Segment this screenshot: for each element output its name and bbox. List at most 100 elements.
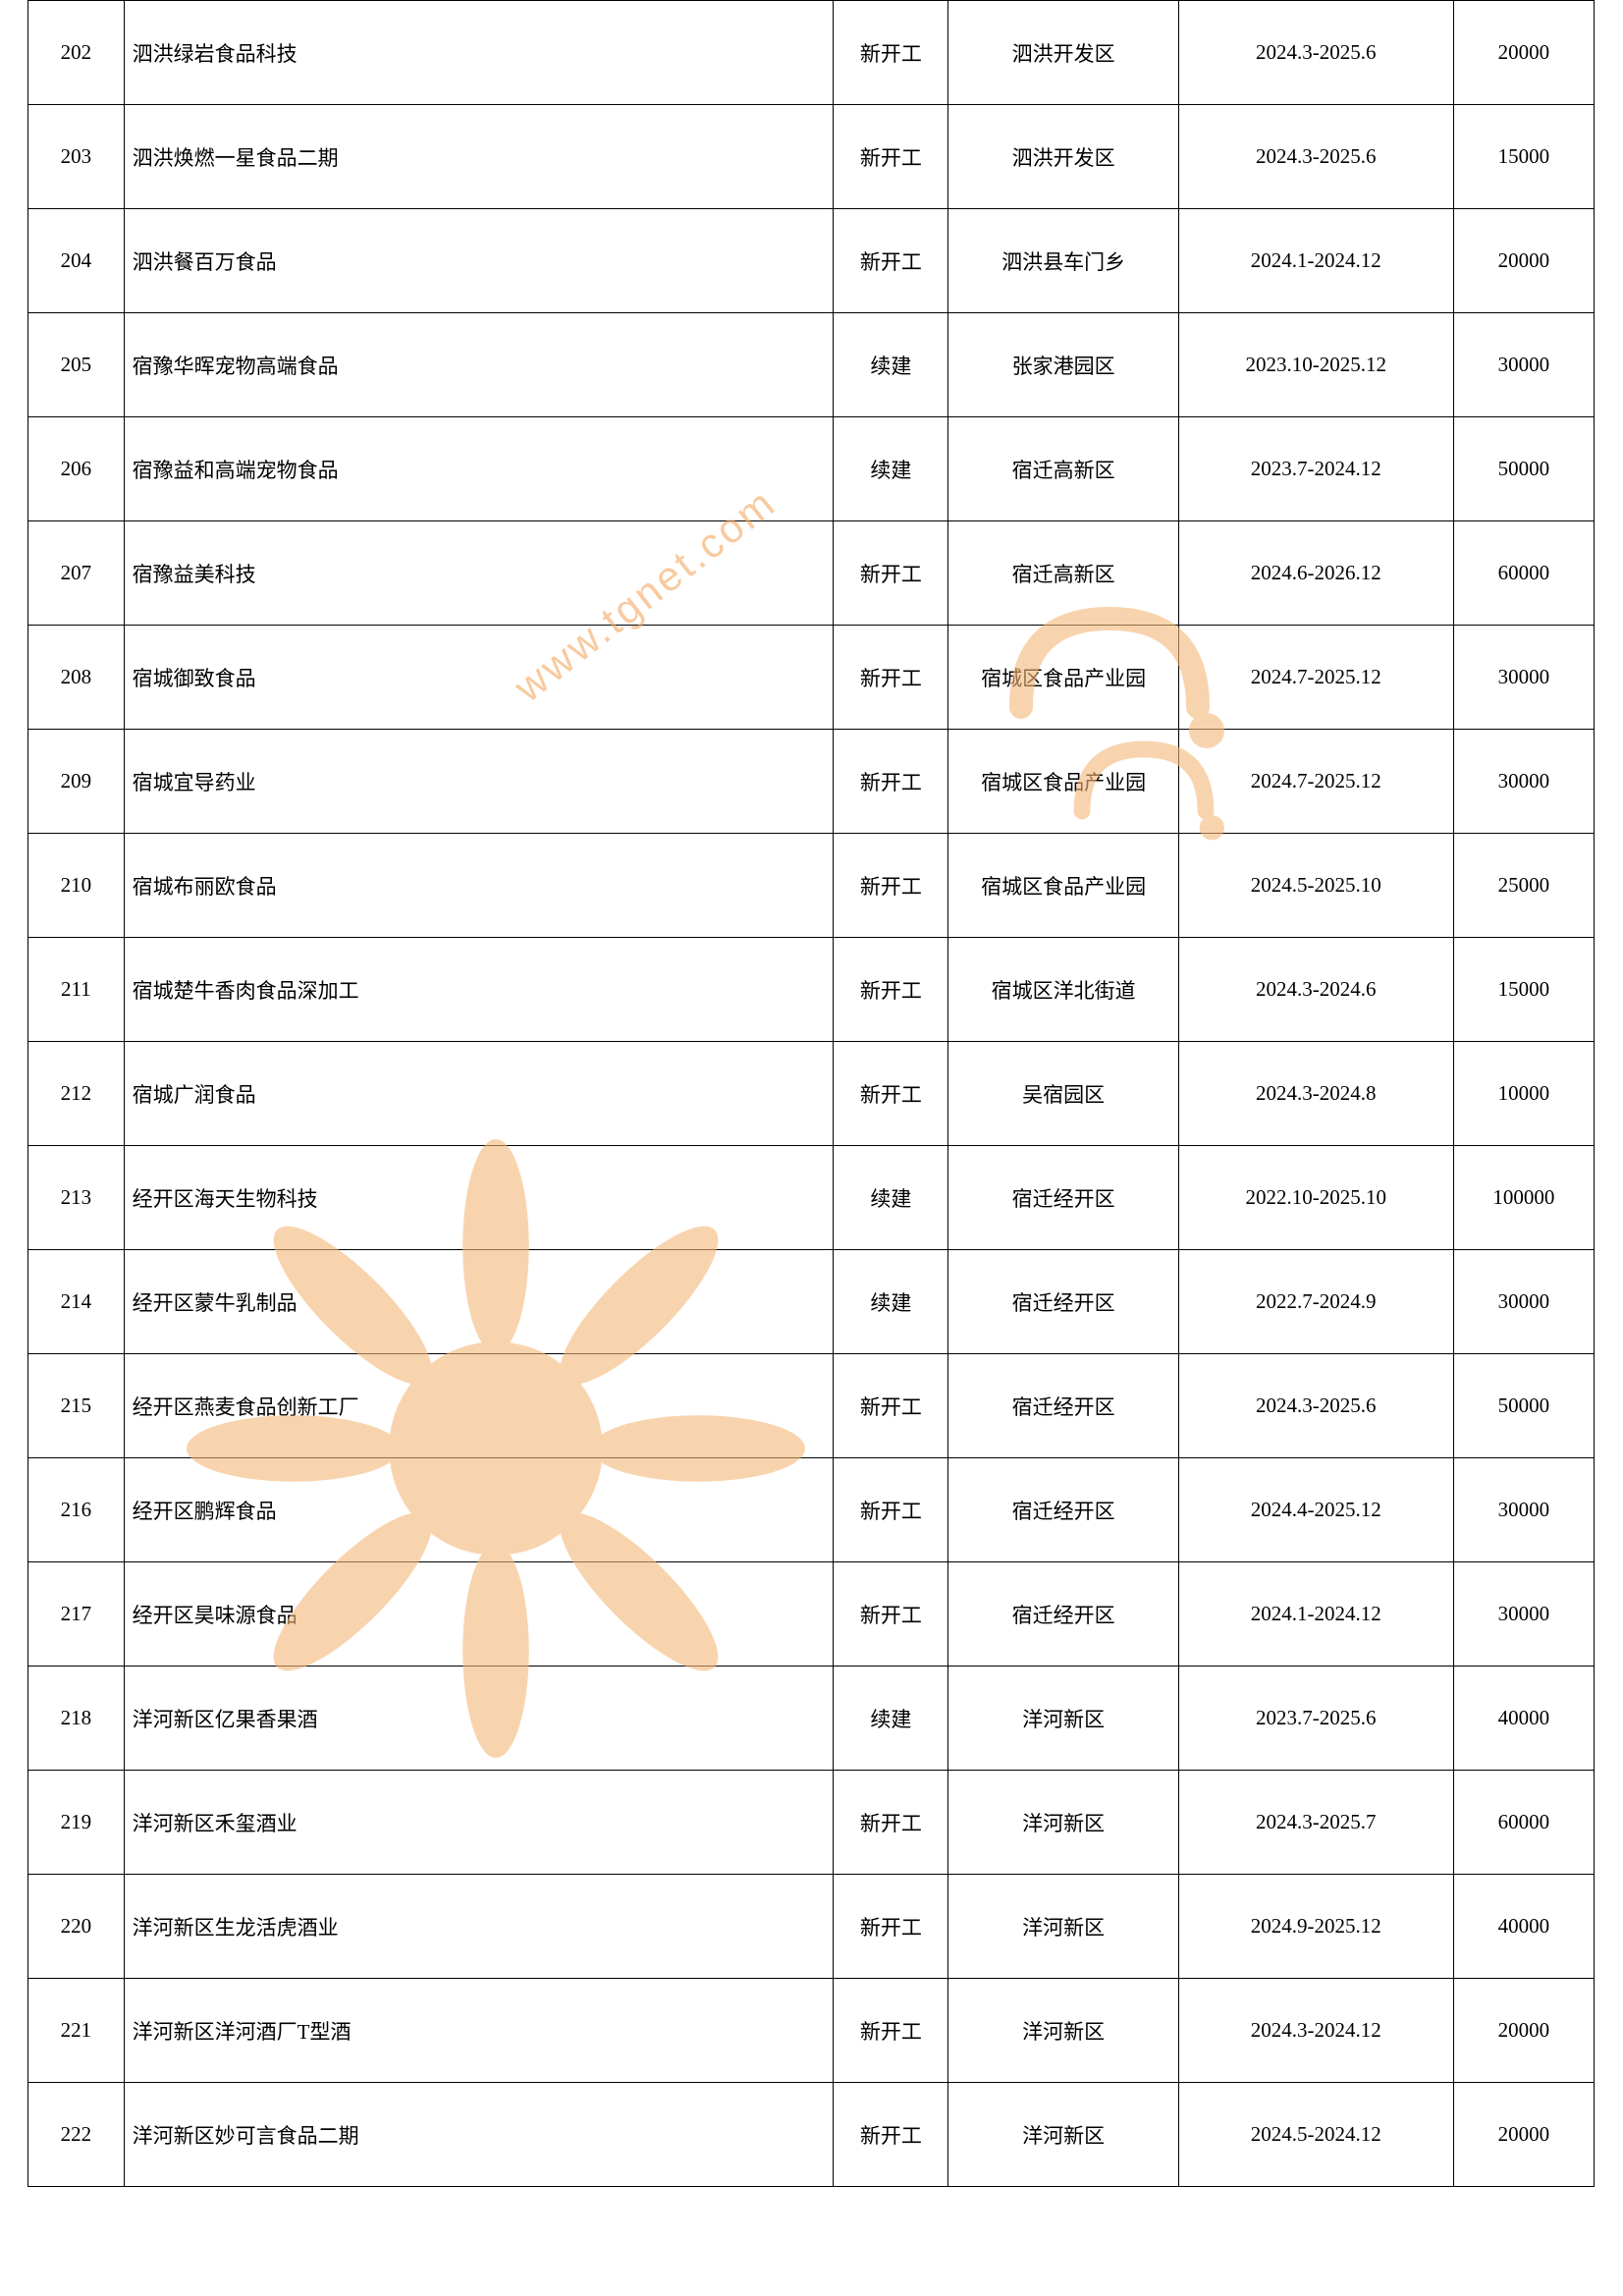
cell-period: 2024.5-2025.10 [1178, 834, 1453, 938]
cell-period: 2024.6-2026.12 [1178, 521, 1453, 626]
cell-status: 新开工 [834, 1562, 948, 1667]
cell-index: 202 [28, 1, 125, 105]
cell-status: 新开工 [834, 1458, 948, 1562]
cell-period: 2024.1-2024.12 [1178, 209, 1453, 313]
cell-location: 宿迁经开区 [948, 1354, 1178, 1458]
cell-period: 2024.5-2024.12 [1178, 2083, 1453, 2187]
cell-location: 宿迁经开区 [948, 1146, 1178, 1250]
cell-amount: 30000 [1453, 1458, 1594, 1562]
cell-period: 2024.3-2024.6 [1178, 938, 1453, 1042]
cell-location: 宿迁高新区 [948, 417, 1178, 521]
cell-name: 洋河新区洋河酒厂T型酒 [124, 1979, 834, 2083]
table-row: 205宿豫华晖宠物高端食品续建张家港园区2023.10-2025.1230000 [28, 313, 1595, 417]
cell-name: 宿豫华晖宠物高端食品 [124, 313, 834, 417]
cell-name: 经开区蒙牛乳制品 [124, 1250, 834, 1354]
table-row: 220洋河新区生龙活虎酒业新开工洋河新区2024.9-2025.1240000 [28, 1875, 1595, 1979]
cell-name: 泗洪餐百万食品 [124, 209, 834, 313]
cell-status: 新开工 [834, 2083, 948, 2187]
cell-name: 宿城布丽欧食品 [124, 834, 834, 938]
cell-name: 宿城楚牛香肉食品深加工 [124, 938, 834, 1042]
table-row: 214经开区蒙牛乳制品续建宿迁经开区2022.7-2024.930000 [28, 1250, 1595, 1354]
cell-index: 215 [28, 1354, 125, 1458]
cell-index: 209 [28, 730, 125, 834]
table-row: 217经开区昊味源食品新开工宿迁经开区2024.1-2024.1230000 [28, 1562, 1595, 1667]
cell-name: 宿城广润食品 [124, 1042, 834, 1146]
cell-name: 宿豫益美科技 [124, 521, 834, 626]
cell-amount: 25000 [1453, 834, 1594, 938]
cell-amount: 100000 [1453, 1146, 1594, 1250]
cell-index: 217 [28, 1562, 125, 1667]
cell-index: 221 [28, 1979, 125, 2083]
cell-amount: 20000 [1453, 1, 1594, 105]
cell-status: 新开工 [834, 1354, 948, 1458]
cell-amount: 40000 [1453, 1667, 1594, 1771]
cell-period: 2024.9-2025.12 [1178, 1875, 1453, 1979]
cell-amount: 30000 [1453, 1562, 1594, 1667]
cell-index: 222 [28, 2083, 125, 2187]
cell-amount: 10000 [1453, 1042, 1594, 1146]
cell-amount: 30000 [1453, 313, 1594, 417]
cell-amount: 50000 [1453, 1354, 1594, 1458]
cell-location: 洋河新区 [948, 1667, 1178, 1771]
cell-status: 续建 [834, 417, 948, 521]
table-row: 219洋河新区禾玺酒业新开工洋河新区2024.3-2025.760000 [28, 1771, 1595, 1875]
cell-location: 洋河新区 [948, 1875, 1178, 1979]
cell-status: 新开工 [834, 521, 948, 626]
cell-amount: 20000 [1453, 1979, 1594, 2083]
cell-amount: 40000 [1453, 1875, 1594, 1979]
cell-amount: 15000 [1453, 938, 1594, 1042]
data-table-container: 202泗洪绿岩食品科技新开工泗洪开发区2024.3-2025.620000203… [27, 0, 1595, 2187]
table-row: 212宿城广润食品新开工吴宿园区2024.3-2024.810000 [28, 1042, 1595, 1146]
cell-location: 洋河新区 [948, 1771, 1178, 1875]
cell-status: 续建 [834, 1667, 948, 1771]
cell-index: 213 [28, 1146, 125, 1250]
cell-amount: 20000 [1453, 209, 1594, 313]
cell-index: 220 [28, 1875, 125, 1979]
table-row: 221洋河新区洋河酒厂T型酒新开工洋河新区2024.3-2024.1220000 [28, 1979, 1595, 2083]
cell-name: 经开区海天生物科技 [124, 1146, 834, 1250]
cell-index: 203 [28, 105, 125, 209]
cell-location: 洋河新区 [948, 2083, 1178, 2187]
cell-location: 泗洪开发区 [948, 1, 1178, 105]
cell-period: 2024.3-2024.8 [1178, 1042, 1453, 1146]
cell-name: 宿城御致食品 [124, 626, 834, 730]
cell-location: 宿城区食品产业园 [948, 626, 1178, 730]
cell-name: 洋河新区妙可言食品二期 [124, 2083, 834, 2187]
cell-location: 宿城区洋北街道 [948, 938, 1178, 1042]
cell-period: 2023.7-2024.12 [1178, 417, 1453, 521]
cell-index: 208 [28, 626, 125, 730]
cell-name: 洋河新区亿果香果酒 [124, 1667, 834, 1771]
cell-name: 经开区燕麦食品创新工厂 [124, 1354, 834, 1458]
table-row: 222洋河新区妙可言食品二期新开工洋河新区2024.5-2024.1220000 [28, 2083, 1595, 2187]
cell-period: 2024.3-2024.12 [1178, 1979, 1453, 2083]
cell-location: 宿迁经开区 [948, 1458, 1178, 1562]
cell-location: 宿迁经开区 [948, 1562, 1178, 1667]
cell-period: 2024.3-2025.6 [1178, 1, 1453, 105]
cell-index: 204 [28, 209, 125, 313]
cell-amount: 20000 [1453, 2083, 1594, 2187]
table-row: 203泗洪焕燃一星食品二期新开工泗洪开发区2024.3-2025.615000 [28, 105, 1595, 209]
cell-status: 新开工 [834, 1979, 948, 2083]
cell-period: 2024.3-2025.6 [1178, 1354, 1453, 1458]
project-table: 202泗洪绿岩食品科技新开工泗洪开发区2024.3-2025.620000203… [27, 0, 1595, 2187]
table-row: 218洋河新区亿果香果酒续建洋河新区2023.7-2025.640000 [28, 1667, 1595, 1771]
cell-status: 新开工 [834, 938, 948, 1042]
cell-status: 续建 [834, 1250, 948, 1354]
cell-amount: 30000 [1453, 730, 1594, 834]
table-row: 215经开区燕麦食品创新工厂新开工宿迁经开区2024.3-2025.650000 [28, 1354, 1595, 1458]
cell-location: 宿迁经开区 [948, 1250, 1178, 1354]
cell-status: 续建 [834, 313, 948, 417]
cell-status: 新开工 [834, 1, 948, 105]
cell-period: 2022.10-2025.10 [1178, 1146, 1453, 1250]
cell-name: 经开区鹏辉食品 [124, 1458, 834, 1562]
cell-index: 207 [28, 521, 125, 626]
cell-status: 新开工 [834, 1771, 948, 1875]
table-row: 211宿城楚牛香肉食品深加工新开工宿城区洋北街道2024.3-2024.6150… [28, 938, 1595, 1042]
cell-location: 宿城区食品产业园 [948, 834, 1178, 938]
cell-index: 211 [28, 938, 125, 1042]
cell-status: 续建 [834, 1146, 948, 1250]
table-row: 202泗洪绿岩食品科技新开工泗洪开发区2024.3-2025.620000 [28, 1, 1595, 105]
cell-period: 2024.7-2025.12 [1178, 730, 1453, 834]
cell-amount: 50000 [1453, 417, 1594, 521]
cell-location: 洋河新区 [948, 1979, 1178, 2083]
